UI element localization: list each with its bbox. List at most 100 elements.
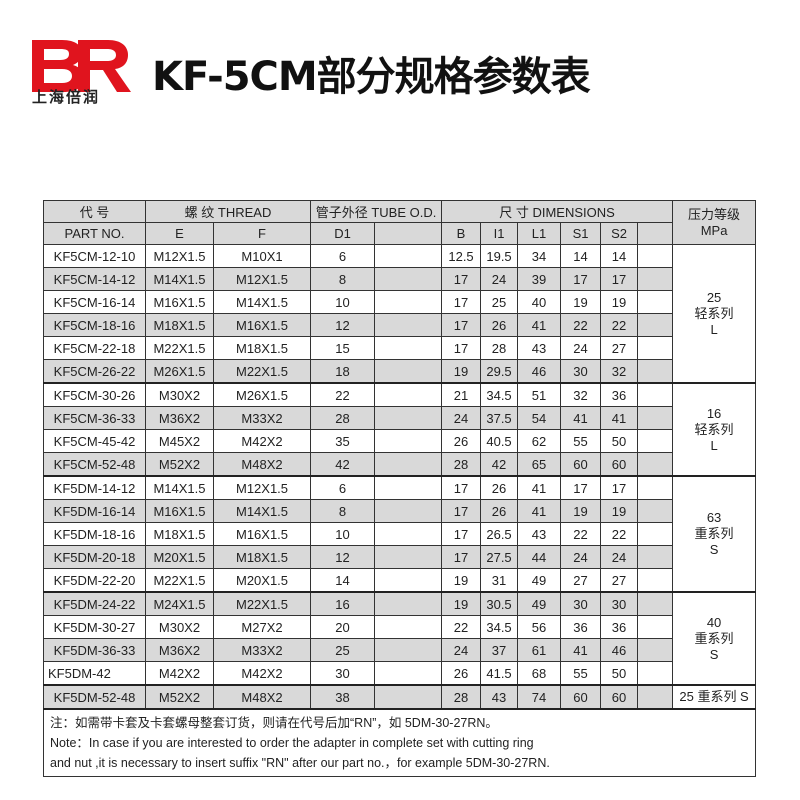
pressure-cell: 63 重系列 S <box>672 475 757 593</box>
cell-blank <box>637 406 674 430</box>
cell-thread-f: M22X1.5 <box>212 359 312 384</box>
pressure-cell: 16 轻系列 L <box>672 382 757 477</box>
col-l1: L1 <box>517 222 562 245</box>
cell-thread-e: M16X1.5 <box>145 290 214 314</box>
cell-s2: 30 <box>600 591 639 616</box>
cell-blank <box>374 591 443 616</box>
cell-part-no: KF5CM-26-22 <box>43 359 146 384</box>
cell-b: 28 <box>441 684 482 710</box>
cell-s2: 22 <box>600 313 639 337</box>
cell-blank <box>637 591 674 616</box>
cell-thread-e: M42X2 <box>145 661 214 686</box>
cell-s2: 60 <box>600 684 639 710</box>
cell-part-no: KF5CM-30-26 <box>43 382 146 407</box>
cell-blank <box>374 406 443 430</box>
cell-thread-f: M16X1.5 <box>212 313 312 337</box>
cell-blank <box>374 267 443 291</box>
cell-b: 17 <box>441 336 482 360</box>
cell-thread-e: M14X1.5 <box>145 475 214 500</box>
header-row-2: PART NO. E F D1 B I1 L1 S1 S2 <box>43 222 756 245</box>
table-row: KF5CM-16-14 M16X1.5 M14X1.5 10 17 25 40 19 19 <box>43 290 756 314</box>
cell-part-no: KF5CM-22-18 <box>43 336 146 360</box>
cell-s2: 32 <box>600 359 639 384</box>
cell-s1: 17 <box>560 267 602 291</box>
cell-l1: 41 <box>517 313 562 337</box>
cell-blank <box>374 290 443 314</box>
cell-thread-e: M36X2 <box>145 638 214 662</box>
cell-blank <box>374 359 443 384</box>
cell-l1: 49 <box>517 568 562 593</box>
col-l1-small: I1 <box>480 222 519 245</box>
cell-part-no: KF5DM-36-33 <box>43 638 146 662</box>
cell-b: 21 <box>441 382 482 407</box>
cell-blank <box>637 615 674 639</box>
col-blank <box>637 222 674 245</box>
cell-l1: 41 <box>517 499 562 523</box>
cell-l1-small: 40.5 <box>480 429 519 453</box>
cell-s2: 19 <box>600 290 639 314</box>
cell-blank <box>374 499 443 523</box>
cell-blank <box>637 638 674 662</box>
cell-l1-small: 34.5 <box>480 382 519 407</box>
table-row: KF5CM-12-10 M12X1.5 M10X1 6 12.5 19.5 34 14 14 25… <box>43 244 757 384</box>
pressure-series: 重系列 <box>694 630 734 646</box>
cell-l1: 39 <box>517 267 562 291</box>
cell-blank <box>637 336 674 360</box>
cell-thread-e: M12X1.5 <box>145 244 214 268</box>
cell-s1: 24 <box>560 545 602 569</box>
table-row: KF5CM-18-16 M18X1.5 M16X1.5 12 17 26 41 22 22 <box>43 313 756 337</box>
cell-s1: 30 <box>560 359 602 384</box>
cell-blank <box>637 359 674 384</box>
cell-b: 17 <box>441 290 482 314</box>
pressure-series: 轻系列 <box>694 421 734 437</box>
cell-part-no: KF5DM-24-22 <box>43 591 146 616</box>
cell-l1: 61 <box>517 638 562 662</box>
cell-l1-small: 31 <box>480 568 519 593</box>
table-row: KF5DM-16-14 M16X1.5 M14X1.5 8 17 26 41 19 19 <box>43 499 756 523</box>
brand-name: 上海倍润 <box>32 88 101 106</box>
cell-b: 17 <box>441 522 482 546</box>
pressure-unit: MPa <box>700 222 728 238</box>
cell-l1-small: 26 <box>480 475 519 500</box>
table-row: KF5DM-52-48 M52X2 M48X2 38 28 43 74 60 60 25 重系列 … <box>43 684 757 710</box>
cell-blank <box>637 545 674 569</box>
cell-s1: 55 <box>560 661 602 686</box>
pressure-value: 63 <box>706 510 722 525</box>
cell-d1: 28 <box>310 406 376 430</box>
cell-thread-f: M14X1.5 <box>212 290 312 314</box>
cell-d1: 16 <box>310 591 376 616</box>
cell-s1: 60 <box>560 452 602 477</box>
cell-d1: 42 <box>310 452 376 477</box>
cell-part-no: KF5DM-18-16 <box>43 522 146 546</box>
cell-l1-small: 24 <box>480 267 519 291</box>
cell-part-no: KF5CM-14-12 <box>43 267 146 291</box>
cell-s1: 55 <box>560 429 602 453</box>
cell-thread-e: M45X2 <box>145 429 214 453</box>
pressure-code: L <box>710 321 718 337</box>
cell-blank <box>637 313 674 337</box>
cell-b: 19 <box>441 359 482 384</box>
cell-blank <box>374 475 443 500</box>
cell-s1: 14 <box>560 244 602 268</box>
cell-s2: 50 <box>600 661 639 686</box>
cell-thread-e: M52X2 <box>145 684 214 710</box>
notes: 注：如需带卡套及卡套螺母整套订货，则请在代号后加“RN”，如 5DM-30-27… <box>42 708 757 777</box>
cell-s2: 50 <box>600 429 639 453</box>
cell-d1: 18 <box>310 359 376 384</box>
cell-l1: 51 <box>517 382 562 407</box>
pressure-cell: 40 重系列 S <box>672 591 757 686</box>
brand-logo <box>32 40 131 92</box>
table-row: KF5DM-42 M42X2 M42X2 30 26 41.5 68 55 50 <box>43 661 756 686</box>
cell-thread-f: M22X1.5 <box>212 591 312 616</box>
cell-l1: 56 <box>517 615 562 639</box>
cell-l1-small: 37 <box>480 638 519 662</box>
notes-row: 注：如需带卡套及卡套螺母整套订货，则请在代号后加“RN”，如 5DM-30-27… <box>42 708 757 777</box>
cell-s1: 19 <box>560 290 602 314</box>
cell-thread-f: M18X1.5 <box>212 336 312 360</box>
cell-l1: 34 <box>517 244 562 268</box>
col-e: E <box>145 222 214 245</box>
cell-s1: 24 <box>560 336 602 360</box>
page-title: KF-5CM部分规格参数表 <box>152 54 591 100</box>
cell-blank <box>374 336 443 360</box>
cell-thread-f: M10X1 <box>212 244 312 268</box>
